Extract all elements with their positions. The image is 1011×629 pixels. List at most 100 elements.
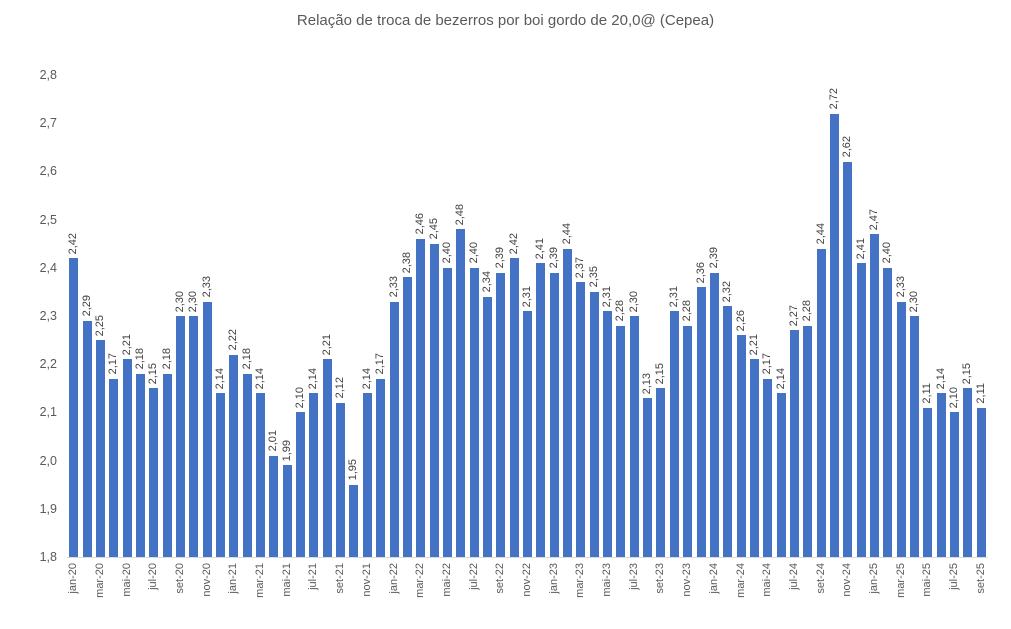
bar [109,378,119,557]
bar [723,306,733,557]
bar [269,455,279,557]
bar-value-label: 2,28 [681,300,694,322]
x-axis-tick-label: mar-20 [93,563,106,598]
bar-value-label: 2,15 [147,362,160,385]
bar [870,234,880,557]
bar [376,378,386,557]
bar-value-label: 2,33 [200,276,213,298]
bar-value-label: 2,28 [801,300,814,322]
bar [389,301,399,557]
bar-value-label: 2,18 [133,348,146,370]
x-axis-tick-label: mar-23 [574,563,587,598]
bar-value-label: 2,10 [948,386,961,409]
bar [309,393,319,557]
bar-value-label: 2,14 [214,367,226,390]
bar-value-label: 2,33 [894,276,907,298]
bar-value-label: 2,34 [480,271,493,293]
bar [523,311,532,557]
x-axis-tick-label: set-25 [974,563,987,594]
bar-value-label: 2,42 [507,232,520,255]
bar-value-label: 2,15 [961,362,974,385]
x-axis-tick-label: mai-21 [280,563,293,597]
x-axis-tick-label: jul-25 [948,563,961,590]
y-axis-tick-label: 1,9 [39,501,57,516]
bar [936,393,946,557]
bar [896,301,906,557]
x-axis-tick-label: nov-20 [200,563,213,597]
bar-value-label: 2,45 [427,218,440,240]
x-axis-tick-label: mai-23 [601,563,614,597]
bar-value-label: 2,39 [494,247,507,269]
bar-value-label: 2,21 [320,333,333,356]
bar [256,393,266,557]
bar [950,412,960,557]
y-axis-tick-label: 2,3 [39,309,57,323]
x-axis-tick-label: set-20 [173,563,186,594]
bar-value-label: 2,35 [587,266,600,288]
bar-value-label: 2,13 [641,372,654,394]
x-axis-tick-label: jan-23 [547,563,560,594]
bar-value-label: 2,14 [254,367,267,390]
bar [202,301,212,557]
bar [216,393,225,557]
bar-value-label: 2,30 [908,290,921,312]
bar [189,316,199,557]
x-axis-tick-label: nov-21 [360,563,373,597]
x-axis-tick-label: mai-24 [761,563,774,597]
bar [469,267,479,557]
bar-value-label: 2,22 [227,329,240,351]
bar-value-label: 2,29 [80,295,93,317]
bar [669,311,679,557]
bar-value-label: 2,21 [120,333,133,356]
bar-value-label: 2,46 [414,213,427,235]
bar-value-label: 2,39 [707,247,720,269]
bar [976,407,986,557]
bar [803,325,813,557]
bar [576,282,586,557]
y-axis-tick-label: 2,8 [39,68,57,82]
bar [763,378,773,557]
bar-value-label: 2,36 [694,261,707,284]
chart-title: Relação de troca de bezerros por boi gor… [296,12,715,29]
x-axis-tick-label: jan-25 [868,563,881,594]
x-axis-tick-label: mar-25 [894,563,907,598]
bar [149,388,159,557]
bar [603,311,613,557]
bar [322,359,332,557]
bar [736,335,746,557]
bar [749,359,759,557]
bar [789,330,799,557]
bar [656,388,666,557]
bar [856,262,866,557]
bar-value-label: 2,27 [787,305,800,327]
bar-value-label: 2,39 [547,247,560,269]
bar-value-label: 2,15 [654,362,667,385]
x-axis-tick-label: jan-22 [387,563,400,594]
bar [402,277,412,557]
x-axis-tick-label: set-24 [814,563,827,594]
bar-value-label: 2,14 [774,367,787,390]
bar-value-label: 2,40 [440,242,453,264]
bar-value-label: 2,37 [574,256,587,279]
bar [963,388,973,557]
bar [135,373,145,557]
bar-value-label: 2,28 [614,300,627,322]
bar-value-label: 2,10 [294,386,307,409]
x-axis-tick-label: set-22 [494,563,507,594]
bar [69,258,79,557]
bar [456,229,466,557]
bar-value-label: 2,32 [721,280,734,303]
bar [175,316,185,557]
bar-value-label: 2,42 [67,232,80,255]
bar-value-label: 2,11 [974,383,987,404]
bar [776,393,786,557]
bar-value-label: 2,47 [868,208,881,231]
x-axis-tick-label: jan-20 [67,563,80,594]
bar-value-label: 2,40 [467,242,480,264]
y-axis: 1,8 1,9 2,0 2,1 2,2 2,3 2,4 2,5 2,6 2,7 2,8 [0,68,57,564]
x-axis-tick-label: jul-20 [147,563,160,590]
x-axis-tick-label: jul-21 [307,563,320,590]
bar-value-label: 2,31 [667,285,680,308]
bar [616,325,626,557]
bar-value-label: 2,30 [173,290,186,312]
